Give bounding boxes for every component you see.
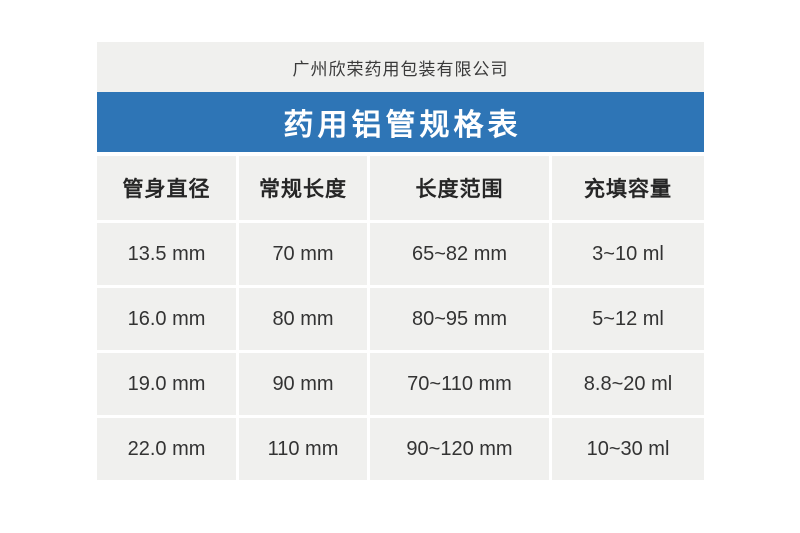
table-cell-diameter: 16.0 mm <box>97 288 236 350</box>
table-cell-fill-capacity: 10~30 ml <box>552 418 704 480</box>
table-cell-length-range: 70~110 mm <box>370 353 549 415</box>
column-header-fill-capacity: 充填容量 <box>552 156 704 220</box>
table-cell-fill-capacity: 8.8~20 ml <box>552 353 704 415</box>
table-cell-regular-length: 80 mm <box>239 288 367 350</box>
table-cell-length-range: 80~95 mm <box>370 288 549 350</box>
company-name-band: 广州欣荣药用包装有限公司 <box>97 42 704 92</box>
table-cell-diameter: 19.0 mm <box>97 353 236 415</box>
table-cell-regular-length: 90 mm <box>239 353 367 415</box>
table-cell-regular-length: 110 mm <box>239 418 367 480</box>
table-cell-length-range: 90~120 mm <box>370 418 549 480</box>
column-header-length-range: 长度范围 <box>370 156 549 220</box>
table-cell-regular-length: 70 mm <box>239 223 367 285</box>
company-name: 广州欣荣药用包装有限公司 <box>292 59 509 79</box>
table-cell-length-range: 65~82 mm <box>370 223 549 285</box>
column-header-diameter: 管身直径 <box>97 156 236 220</box>
spec-sheet-content: 广州欣荣药用包装有限公司 药用铝管规格表 管身直径 常规长度 长度范围 充填容量… <box>97 42 704 480</box>
table-cell-diameter: 22.0 mm <box>97 418 236 480</box>
table-cell-diameter: 13.5 mm <box>97 223 236 285</box>
page-title: 药用铝管规格表 <box>283 109 522 142</box>
column-header-regular-length: 常规长度 <box>239 156 367 220</box>
title-banner: 药用铝管规格表 <box>97 92 704 152</box>
table-cell-fill-capacity: 3~10 ml <box>552 223 704 285</box>
spec-table: 管身直径 常规长度 长度范围 充填容量 13.5 mm 70 mm 65~82 … <box>97 156 704 480</box>
table-cell-fill-capacity: 5~12 ml <box>552 288 704 350</box>
